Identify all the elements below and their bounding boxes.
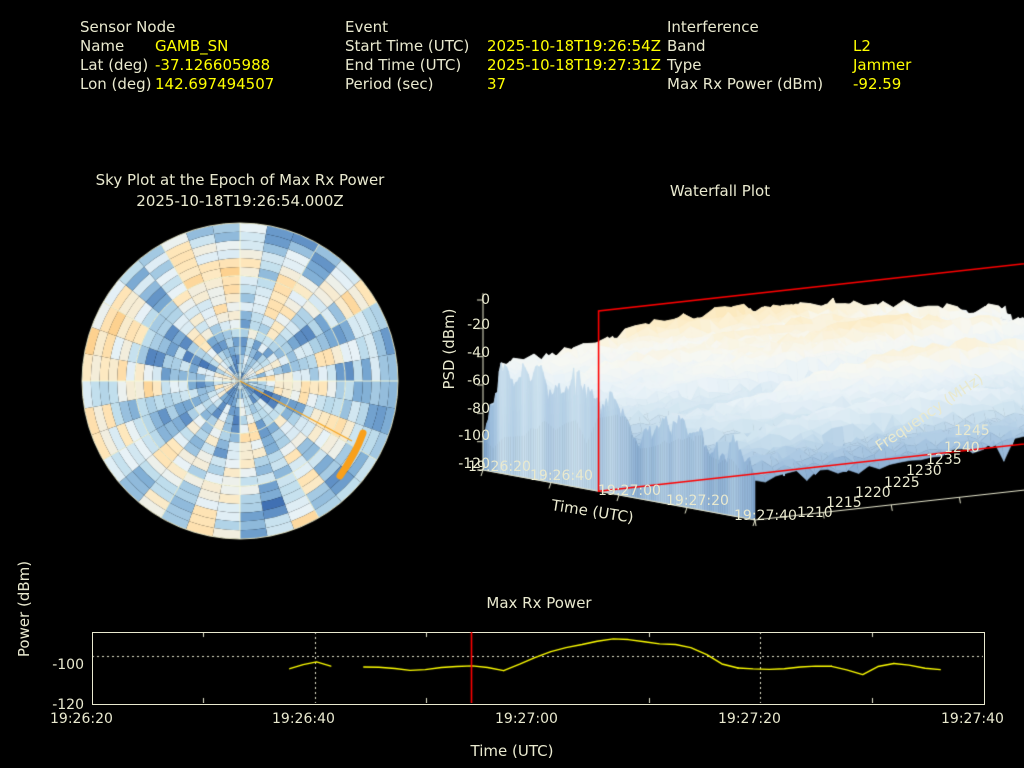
maxrx-xtick-4: 19:27:40 xyxy=(941,711,1004,727)
sensor-node-lat-label: Lat (deg) xyxy=(80,56,149,74)
summary-header: Sensor Node Name GAMB_SN Lat (deg) -37.126… xyxy=(0,0,1024,112)
interference-row-type: Type Jammer xyxy=(667,56,911,75)
waterfall-ytick-4: 1230 xyxy=(906,463,942,479)
waterfall-ytick-1: 1215 xyxy=(826,495,862,511)
sky-plot[interactable] xyxy=(80,221,400,541)
skyplot-title-line2: 2025-10-18T19:26:54.000Z xyxy=(136,192,344,210)
event-start-value: 2025-10-18T19:26:54Z xyxy=(487,37,661,55)
maxrx-xtick-2: 19:27:00 xyxy=(495,711,558,727)
waterfall-ztick-3: -60 xyxy=(467,373,490,389)
interference-column: Interference Band L2 Type Jammer Max Rx Po… xyxy=(667,18,911,94)
event-row-end: End Time (UTC) 2025-10-18T19:27:31Z xyxy=(345,56,661,75)
maxrx-ytick-1: -120 xyxy=(52,697,84,713)
event-heading: Event xyxy=(345,18,388,36)
waterfall-zaxis-label: PSD (dBm) xyxy=(440,308,458,390)
interference-heading: Interference xyxy=(667,18,759,36)
event-column: Event Start Time (UTC) 2025-10-18T19:26:5… xyxy=(345,18,661,94)
waterfall-ytick-5: 1235 xyxy=(926,452,962,468)
interference-row-maxrx: Max Rx Power (dBm) -92.59 xyxy=(667,75,911,94)
waterfall-ztick-6: -120 xyxy=(458,456,490,472)
max-rx-power-plot[interactable]: Max Rx Power xyxy=(0,585,1024,768)
waterfall-ztick-4: -80 xyxy=(467,401,490,417)
waterfall-ztick-1: -20 xyxy=(467,317,490,333)
event-row-start: Start Time (UTC) 2025-10-18T19:26:54Z xyxy=(345,37,661,56)
waterfall-ztick-2: -40 xyxy=(467,345,490,361)
event-period-label: Period (sec) xyxy=(345,75,434,93)
sensor-node-lon-value: 142.697494507 xyxy=(155,75,275,93)
interference-type-value: Jammer xyxy=(853,56,912,74)
waterfall-ztick-0: 0 xyxy=(481,292,490,308)
sky-plot-canvas[interactable] xyxy=(80,221,400,541)
interference-band-label: Band xyxy=(667,37,706,55)
sensor-node-name-value: GAMB_SN xyxy=(155,37,229,55)
sensor-node-lon-label: Lon (deg) xyxy=(80,75,152,93)
maxrx-xtick-0: 19:26:20 xyxy=(50,711,113,727)
sensor-node-row-lon: Lon (deg) 142.697494507 xyxy=(80,75,274,94)
waterfall-xtick-2: 19:27:00 xyxy=(598,483,661,499)
event-end-label: End Time (UTC) xyxy=(345,56,462,74)
event-period-value: 37 xyxy=(487,75,507,93)
waterfall-ytick-6: 1240 xyxy=(944,440,980,456)
maxrx-xtick-3: 19:27:20 xyxy=(718,711,781,727)
waterfall-xtick-1: 19:26:40 xyxy=(530,468,593,484)
sensor-node-name-label: Name xyxy=(80,37,125,55)
maxrx-yaxis-label: Power (dBm) xyxy=(15,560,33,658)
event-start-label: Start Time (UTC) xyxy=(345,37,470,55)
maxrx-xaxis-label: Time (UTC) xyxy=(470,742,554,760)
interference-maxrx-value: -92.59 xyxy=(853,75,902,93)
event-end-value: 2025-10-18T19:27:31Z xyxy=(487,56,661,74)
skyplot-title-line1: Sky Plot at the Epoch of Max Rx Power xyxy=(95,171,385,189)
maxrx-xtick-1: 19:26:40 xyxy=(272,711,335,727)
waterfall-xtick-0: 19:26:20 xyxy=(468,459,531,475)
sensor-node-row-name: Name GAMB_SN xyxy=(80,37,274,56)
maxrx-title: Max Rx Power xyxy=(486,594,592,612)
waterfall-title: Waterfall Plot xyxy=(669,182,771,200)
maxrx-ytick-0: -100 xyxy=(52,657,84,673)
event-row-period: Period (sec) 37 xyxy=(345,75,661,94)
waterfall-ztick-5: -100 xyxy=(458,428,490,444)
sensor-node-row-lat: Lat (deg) -37.126605988 xyxy=(80,56,274,75)
interference-row-band: Band L2 xyxy=(667,37,911,56)
interference-band-value: L2 xyxy=(853,37,871,55)
sensor-node-column: Sensor Node Name GAMB_SN Lat (deg) -37.126… xyxy=(80,18,274,94)
waterfall-ytick-0: 1210 xyxy=(797,505,833,521)
sensor-node-heading: Sensor Node xyxy=(80,18,176,36)
interference-maxrx-label: Max Rx Power (dBm) xyxy=(667,75,824,93)
waterfall-ytick-7: 1245 xyxy=(954,423,990,439)
waterfall-ytick-2: 1220 xyxy=(855,485,891,501)
waterfall-xtick-3: 19:27:20 xyxy=(666,493,729,509)
maxrx-canvas[interactable] xyxy=(92,632,983,703)
waterfall-ytick-3: 1225 xyxy=(884,475,920,491)
waterfall-canvas[interactable] xyxy=(415,225,1024,535)
sensor-node-lat-value: -37.126605988 xyxy=(155,56,271,74)
waterfall-xtick-4: 19:27:40 xyxy=(734,508,797,524)
waterfall-plot[interactable] xyxy=(415,225,1024,535)
interference-type-label: Type xyxy=(667,56,702,74)
